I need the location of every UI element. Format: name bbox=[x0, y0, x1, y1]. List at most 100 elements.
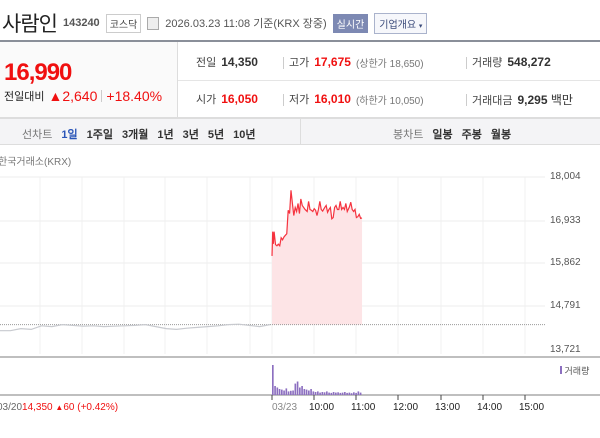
price-area-fill bbox=[272, 190, 363, 325]
volume-bar bbox=[274, 386, 276, 395]
chevron-down-icon: ▾ bbox=[418, 22, 423, 30]
volume-bar bbox=[332, 392, 335, 395]
volume-bar bbox=[335, 392, 337, 395]
volume-bar bbox=[355, 392, 357, 395]
lower-limit: (하한가 10,050) bbox=[355, 95, 424, 107]
current-price-box: 16,990 전일대비 ▲2,640 +18.40% bbox=[0, 42, 178, 117]
volume-bar bbox=[290, 390, 292, 395]
volume-bar bbox=[287, 391, 290, 395]
tab-5y[interactable]: 5년 bbox=[207, 129, 225, 141]
volume-bar bbox=[317, 391, 319, 395]
chart-period-tabs: 선차트 1일 1주일 3개월 1년 3년 5년 10년 봉차트 일봉 주봉 월봉 bbox=[0, 119, 600, 145]
volume-bar bbox=[296, 381, 299, 395]
tab-3y[interactable]: 3년 bbox=[182, 129, 199, 141]
data-source: 한국거래소(KRX) bbox=[0, 157, 72, 168]
price-change: ▲2,640 bbox=[48, 88, 98, 104]
timestamp: 2026.03.23 11:08 기준(KRX 장중) bbox=[165, 18, 327, 30]
upper-limit: (상한가 18,650) bbox=[355, 58, 424, 70]
tab-weekly[interactable]: 주봉 bbox=[461, 129, 482, 141]
volume-bar bbox=[299, 387, 301, 395]
stock-code: 143240 bbox=[62, 17, 100, 29]
volume-bar bbox=[319, 392, 321, 395]
stock-name: 사람인 bbox=[2, 13, 58, 36]
compare-label: 전일대비 bbox=[4, 91, 45, 103]
x-tick: 12:00 bbox=[393, 402, 419, 413]
volume-bar bbox=[346, 392, 348, 395]
y-tick: 16,933 bbox=[550, 215, 581, 226]
high-value: 17,675 bbox=[314, 55, 351, 69]
volume-bar bbox=[341, 392, 344, 395]
x-tick: 14:00 bbox=[477, 402, 503, 413]
volume-bar bbox=[312, 391, 315, 395]
realtime-badge[interactable]: 실시간 bbox=[332, 13, 369, 33]
prev-day-summary: 03/2014,350 ▲60 (+0.42%) bbox=[0, 402, 119, 413]
volume-bar bbox=[321, 392, 324, 395]
volume-value: 548,272 bbox=[507, 55, 551, 69]
volume-bar bbox=[308, 390, 310, 395]
volume-bar bbox=[310, 389, 312, 395]
volume-bar bbox=[278, 389, 281, 395]
calendar-icon bbox=[147, 16, 160, 30]
candle-chart-label: 봉차트 bbox=[393, 129, 424, 141]
tab-1w[interactable]: 1주일 bbox=[86, 129, 113, 141]
x-tick: 15:00 bbox=[519, 402, 545, 413]
x-tick: 11:00 bbox=[351, 402, 376, 413]
y-tick: 14,791 bbox=[550, 300, 581, 311]
tab-1d[interactable]: 1일 bbox=[61, 129, 78, 141]
volume-bar bbox=[323, 392, 326, 395]
price-line bbox=[271, 190, 363, 256]
volume-bar bbox=[301, 386, 303, 395]
volume-bar bbox=[330, 392, 333, 395]
volume-bar bbox=[326, 391, 328, 395]
volume-bar bbox=[272, 365, 274, 395]
tab-monthly[interactable]: 월봉 bbox=[490, 129, 512, 141]
volume-bar bbox=[357, 391, 360, 395]
volume-bar bbox=[353, 392, 355, 395]
volume-bar bbox=[292, 390, 294, 395]
volume-bar bbox=[344, 392, 346, 395]
y-tick: 15,862 bbox=[550, 257, 581, 268]
change-percent: +18.40% bbox=[106, 88, 163, 104]
up-triangle-icon: ▲ bbox=[48, 88, 63, 104]
volume-bar bbox=[285, 388, 288, 395]
amount-label: 거래대금 bbox=[472, 94, 513, 107]
volume-bar bbox=[305, 389, 308, 395]
volume-legend-swatch bbox=[560, 366, 562, 374]
y-tick: 13,721 bbox=[550, 344, 581, 355]
prev-value: 14,350 bbox=[221, 55, 258, 69]
volume-bar bbox=[328, 392, 330, 395]
volume-label: 거래량 bbox=[472, 57, 503, 69]
low-value: 16,010 bbox=[314, 92, 351, 106]
tab-daily[interactable]: 일봉 bbox=[432, 129, 453, 141]
tab-1y[interactable]: 1년 bbox=[157, 129, 174, 141]
volume-bar bbox=[350, 393, 353, 395]
x-tick: 10:00 bbox=[309, 402, 335, 413]
market-badge: 코스닥 bbox=[105, 13, 142, 33]
stock-header: 사람인 143240 코스닥 2026.03.23 11:08 기준(KRX 장… bbox=[0, 0, 600, 42]
low-label: 저가 bbox=[289, 94, 310, 106]
volume-bar bbox=[281, 389, 283, 395]
volume-bar bbox=[294, 383, 297, 395]
y-tick: 18,004 bbox=[550, 171, 581, 182]
quote-panel: 16,990 전일대비 ▲2,640 +18.40% 전일 14,350 고가 … bbox=[0, 42, 600, 119]
open-value: 16,050 bbox=[221, 92, 258, 106]
volume-bar bbox=[339, 392, 342, 395]
current-price: 16,990 bbox=[4, 59, 72, 86]
company-overview-dropdown[interactable]: 기업개요 ▾ bbox=[374, 12, 428, 34]
volume-bar bbox=[276, 387, 279, 395]
prev-day-line bbox=[0, 323, 271, 332]
volume-legend: 거래량 bbox=[560, 364, 589, 377]
up-triangle-icon: ▲ bbox=[55, 403, 64, 412]
tab-3m[interactable]: 3개월 bbox=[121, 129, 149, 141]
volume-bar bbox=[337, 392, 339, 395]
x-tick: 13:00 bbox=[435, 402, 461, 413]
volume-bar bbox=[359, 392, 362, 395]
volume-bar bbox=[303, 389, 306, 395]
prev-label: 전일 bbox=[196, 57, 217, 69]
line-chart-label: 선차트 bbox=[22, 129, 53, 141]
volume-bar bbox=[283, 390, 285, 395]
volume-bar bbox=[314, 392, 317, 395]
x-tick: 03/23 bbox=[272, 402, 298, 413]
tab-10y[interactable]: 10년 bbox=[233, 129, 256, 141]
